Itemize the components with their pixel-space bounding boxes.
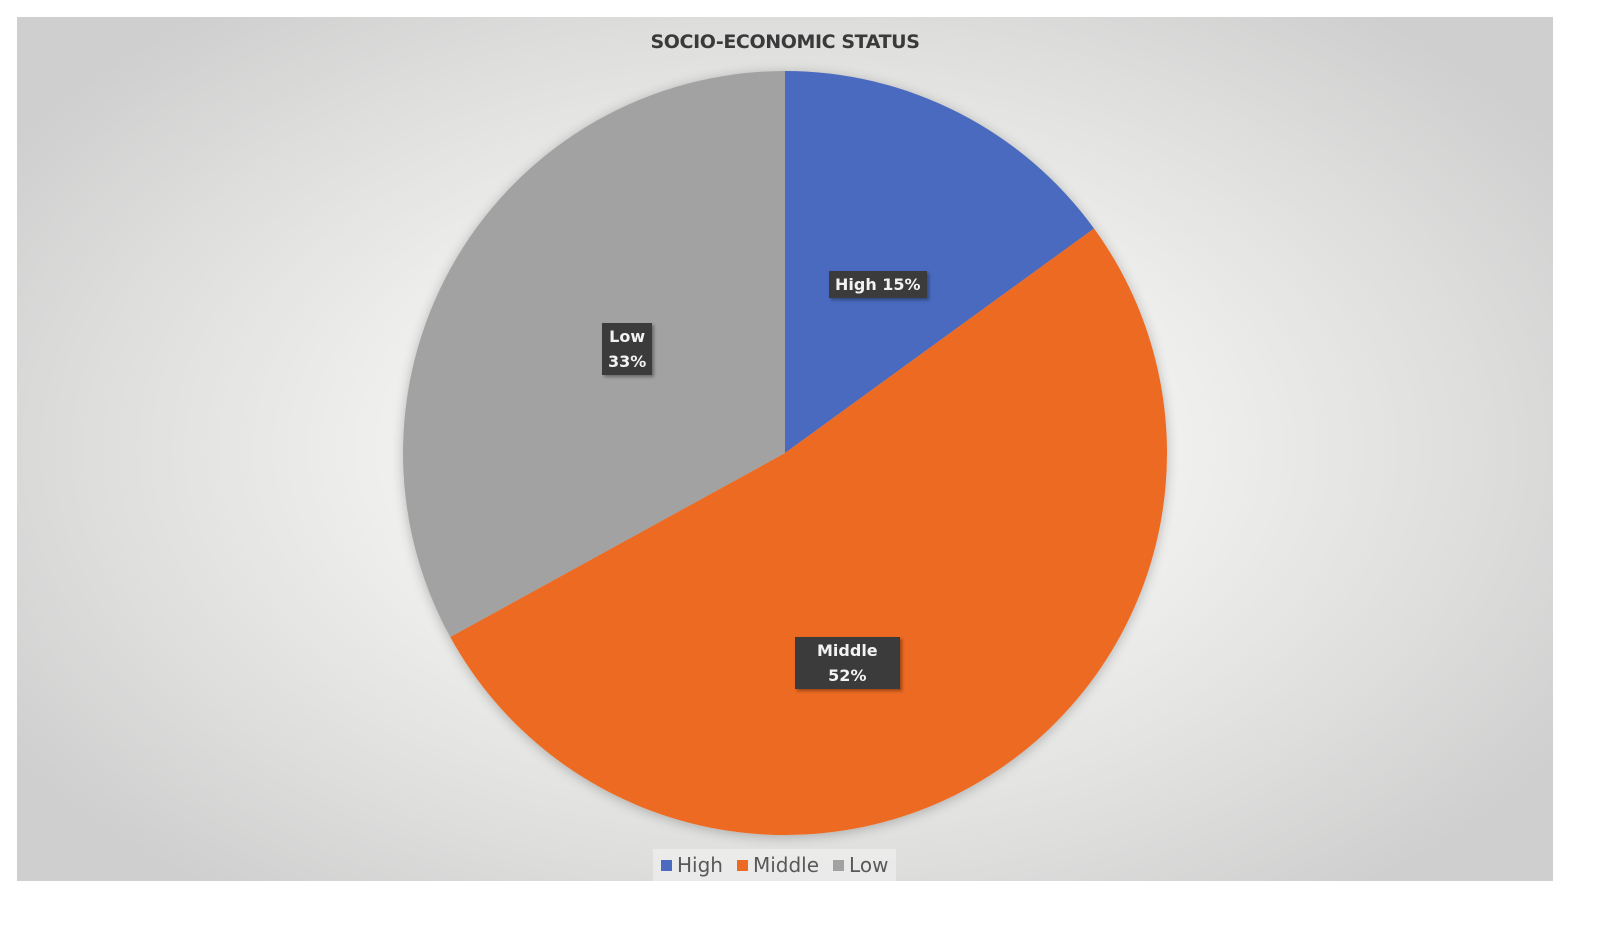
- pie-slice-low: [402, 71, 785, 638]
- legend-label-high: High: [677, 853, 723, 877]
- data-label-low-value: 33%: [608, 352, 647, 371]
- legend-item-low: Low: [833, 853, 888, 877]
- legend-swatch-low: [833, 859, 845, 871]
- data-label-high-text: High 15%: [835, 275, 921, 294]
- chart-legend: High Middle Low: [653, 849, 897, 881]
- data-label-low: Low 33%: [602, 323, 653, 375]
- legend-item-middle: Middle: [736, 853, 820, 877]
- data-label-middle-name: Middle: [817, 641, 878, 660]
- data-label-middle-value: 52%: [828, 666, 867, 685]
- data-label-high: High 15%: [829, 271, 927, 298]
- legend-label-middle: Middle: [752, 853, 820, 877]
- data-label-low-name: Low: [609, 327, 646, 346]
- legend-swatch-middle: [736, 859, 748, 871]
- chart-area: SOCIO-ECONOMIC STATUS High 15% Low 33% M…: [17, 17, 1553, 881]
- legend-swatch-high: [661, 859, 672, 871]
- pie-slice-middle: [450, 228, 1168, 836]
- pie-slice-high: [785, 71, 1095, 453]
- pie-chart: [402, 71, 1168, 836]
- chart-title: SOCIO-ECONOMIC STATUS: [650, 31, 920, 53]
- legend-item-high: High: [661, 853, 723, 877]
- data-label-middle: Middle 52%: [795, 637, 900, 689]
- legend-label-low: Low: [849, 853, 889, 877]
